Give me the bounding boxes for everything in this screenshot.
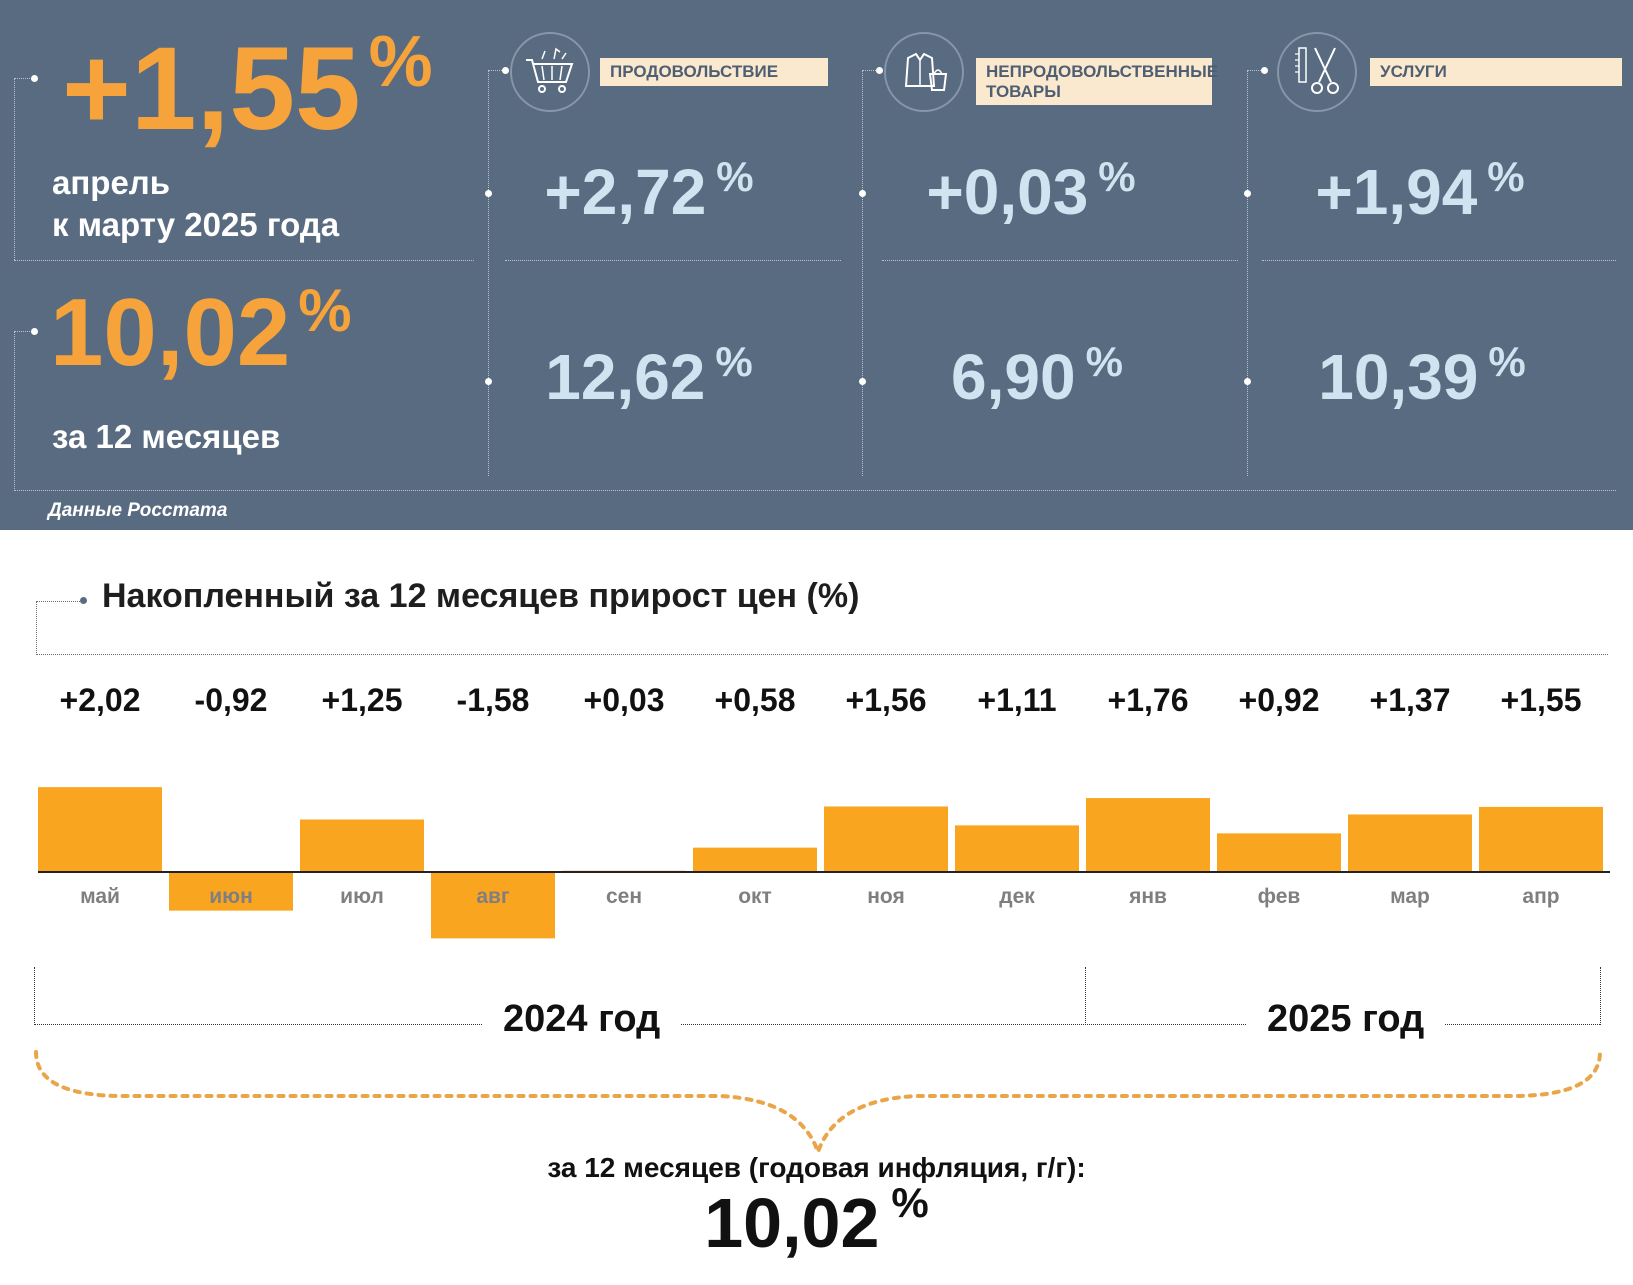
bullet-dot (1261, 67, 1268, 74)
category-annual-value: 10,39% (1318, 338, 1526, 413)
frame-line (1247, 70, 1248, 476)
month-label: сен (605, 885, 643, 908)
bullet-dot (1244, 190, 1251, 197)
bullet-dot (31, 328, 38, 335)
chart-title: Накопленный за 12 месяцев прирост цен (%… (102, 577, 860, 615)
month-label: дек (999, 885, 1035, 908)
bar-фев (1217, 833, 1341, 872)
frame-line (862, 70, 863, 476)
scissors-comb-icon (1277, 32, 1357, 112)
category-annual-value: 6,90% (951, 338, 1123, 413)
caption-line-period: к марту 2025 года (52, 206, 340, 244)
annual-inflation-caption: за 12 месяцев (52, 418, 281, 455)
frame-line (36, 601, 37, 655)
bar-авг (431, 872, 555, 939)
bar-value-label: -1,58 (456, 682, 530, 718)
frame-line (1247, 70, 1263, 71)
bar-окт (693, 847, 817, 872)
frame-line (14, 490, 1616, 491)
category-label: УСЛУГИ (1370, 58, 1622, 86)
bar-value-label: +1,55 (1500, 682, 1582, 718)
month-label: авг (476, 885, 510, 908)
bullet-dot (876, 67, 883, 74)
category-monthly-value: +1,94% (1315, 153, 1525, 228)
month-label: май (80, 885, 120, 908)
bullet-dot (859, 378, 866, 385)
bar-value-label: +2,02 (59, 682, 141, 718)
bullet-dot (1244, 378, 1251, 385)
bar-value-label: +1,37 (1369, 682, 1451, 718)
frame-line (882, 260, 1238, 261)
month-label: мар (1390, 885, 1430, 908)
shopping-cart-icon (510, 32, 590, 112)
year-label-2025: 2025 год (1247, 998, 1445, 1041)
frame-line (862, 70, 878, 71)
category-label: НЕПРОДОВОЛЬСТВЕННЫЕ ТОВАРЫ (976, 58, 1218, 106)
bar-ноя (824, 806, 948, 872)
monthly-inflation-value: +1,55% (62, 22, 433, 155)
frame-line (36, 654, 1608, 655)
bar-янв (1086, 798, 1210, 872)
frame-line (505, 260, 841, 261)
bracket-line (34, 1024, 1600, 1025)
frame-line (14, 331, 15, 491)
clothing-icon (884, 32, 964, 112)
month-label: окт (738, 885, 772, 908)
category-monthly-value: +2,72% (544, 153, 754, 228)
bracket-tick (1085, 967, 1086, 1025)
month-label: ноя (867, 885, 905, 908)
bar-июн (169, 872, 293, 911)
frame-line (1262, 260, 1616, 261)
bar-дек (955, 825, 1079, 872)
category-monthly-value: +0,03% (926, 153, 1136, 228)
bar-value-label: +1,25 (321, 682, 403, 718)
bar-апр (1479, 806, 1603, 872)
year-label-2024: 2024 год (483, 998, 681, 1041)
frame-line (14, 260, 474, 261)
caption-line-month: апрель (52, 164, 171, 201)
bar-value-label: +1,56 (845, 682, 927, 718)
category-label: ПРОДОВОЛЬСТВИЕ (600, 58, 828, 86)
total-value: 10,02% (704, 1179, 929, 1262)
annual-inflation-value: 10,02% (50, 277, 352, 386)
month-label: апр (1522, 885, 1560, 908)
summary-panel: +1,55% апрель к марту 2025 года 10,02% з… (0, 0, 1633, 530)
bracket-tick (1600, 967, 1601, 1025)
bullet-dot (502, 67, 509, 74)
total-brace (34, 1050, 1602, 1159)
bar-value-label: +0,92 (1238, 682, 1320, 718)
frame-line (14, 331, 34, 332)
frame-line (36, 601, 82, 602)
bar-value-label: -0,92 (194, 682, 268, 718)
frame-line (14, 78, 34, 79)
month-label: янв (1129, 885, 1167, 908)
frame-line (488, 70, 504, 71)
bullet-dot (485, 378, 492, 385)
bar-value-label: +1,76 (1107, 682, 1189, 718)
bullet-dot (31, 75, 38, 82)
category-annual-value: 12,62% (545, 338, 753, 413)
bracket-tick (34, 967, 35, 1025)
month-label: июн (209, 885, 253, 908)
bar-value-label: +1,11 (977, 682, 1057, 718)
bar-value-label: +0,58 (714, 682, 796, 718)
total-caption: за 12 месяцев (годовая инфляция, г/г): (547, 1152, 1086, 1183)
month-label: фев (1257, 885, 1301, 908)
bullet-dot (859, 190, 866, 197)
bullet-dot (80, 597, 87, 604)
frame-line (14, 78, 15, 260)
bullet-dot (485, 190, 492, 197)
source-note: Данные Росстата (48, 500, 228, 521)
month-label: июл (340, 885, 384, 908)
bar-chart (38, 787, 1610, 939)
bar-июл (300, 819, 424, 872)
bar-value-label: +0,03 (583, 682, 665, 718)
bar-мар (1348, 814, 1472, 872)
monthly-inflation-caption: апрель к марту 2025 года (52, 162, 339, 246)
frame-line (488, 70, 489, 476)
bar-май (38, 787, 162, 872)
